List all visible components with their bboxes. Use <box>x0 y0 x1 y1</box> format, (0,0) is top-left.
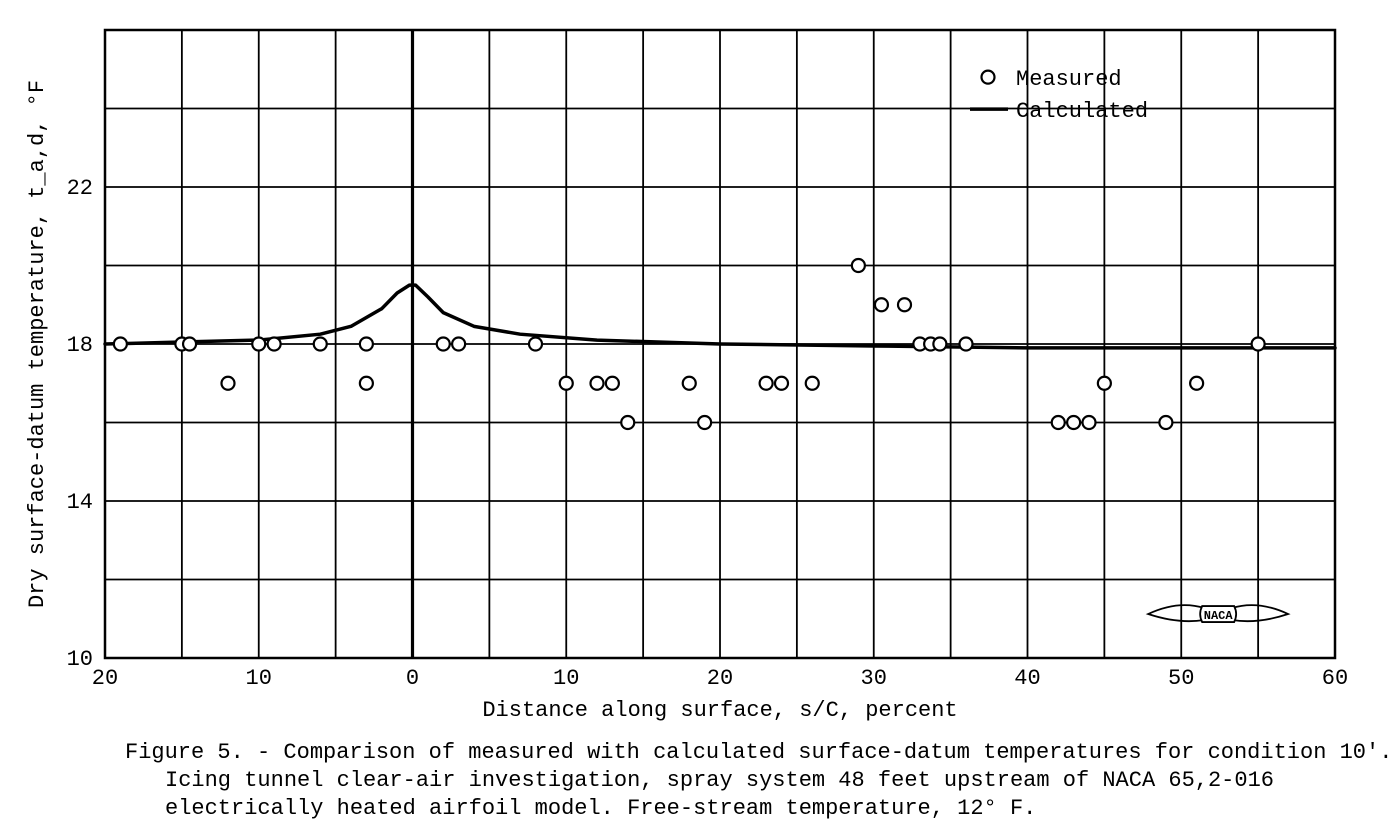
measured-point <box>360 377 373 390</box>
measured-point <box>1159 416 1172 429</box>
measured-point <box>898 298 911 311</box>
measured-point <box>268 338 281 351</box>
x-axis-label: Distance along surface, s/C, percent <box>482 698 957 723</box>
surface-datum-temperature-chart: 2010010203040506010141822Distance along … <box>0 0 1388 823</box>
measured-point <box>806 377 819 390</box>
y-axis-label: Dry surface-datum temperature, t_a,d, °F <box>25 80 50 608</box>
measured-point <box>621 416 634 429</box>
x-tick-label: 10 <box>246 666 272 691</box>
measured-point <box>452 338 465 351</box>
measured-point <box>852 259 865 272</box>
legend-label-measured: Measured <box>1016 67 1122 92</box>
caption-line: Icing tunnel clear-air investigation, sp… <box>165 768 1274 793</box>
caption-line: Figure 5. - Comparison of measured with … <box>125 740 1388 765</box>
measured-point <box>529 338 542 351</box>
measured-point <box>775 377 788 390</box>
naca-logo: NACA <box>1148 605 1288 623</box>
x-tick-label: 50 <box>1168 666 1194 691</box>
y-tick-label: 10 <box>67 647 93 672</box>
measured-point <box>933 338 946 351</box>
measured-point <box>183 338 196 351</box>
measured-point <box>1052 416 1065 429</box>
x-tick-label: 20 <box>707 666 733 691</box>
caption-line: electrically heated airfoil model. Free-… <box>165 796 1036 821</box>
naca-logo-text: NACA <box>1204 609 1234 623</box>
legend-marker-icon <box>982 71 995 84</box>
measured-point <box>222 377 235 390</box>
measured-point <box>1083 416 1096 429</box>
measured-point <box>360 338 373 351</box>
measured-point <box>1098 377 1111 390</box>
measured-point <box>560 377 573 390</box>
measured-point <box>683 377 696 390</box>
x-tick-label: 10 <box>553 666 579 691</box>
measured-point <box>1190 377 1203 390</box>
measured-point <box>591 377 604 390</box>
x-tick-label: 0 <box>406 666 419 691</box>
y-tick-label: 22 <box>67 176 93 201</box>
x-tick-label: 30 <box>861 666 887 691</box>
x-tick-label: 60 <box>1322 666 1348 691</box>
x-tick-label: 40 <box>1014 666 1040 691</box>
x-tick-label: 20 <box>92 666 118 691</box>
measured-point <box>1252 338 1265 351</box>
measured-point <box>252 338 265 351</box>
measured-point <box>698 416 711 429</box>
measured-point <box>960 338 973 351</box>
measured-point <box>437 338 450 351</box>
legend-label-calculated: Calculated <box>1016 99 1148 124</box>
y-tick-label: 18 <box>67 333 93 358</box>
measured-point <box>114 338 127 351</box>
measured-point <box>606 377 619 390</box>
y-tick-label: 14 <box>67 490 93 515</box>
measured-point <box>875 298 888 311</box>
measured-point <box>760 377 773 390</box>
measured-point <box>1067 416 1080 429</box>
measured-point <box>314 338 327 351</box>
